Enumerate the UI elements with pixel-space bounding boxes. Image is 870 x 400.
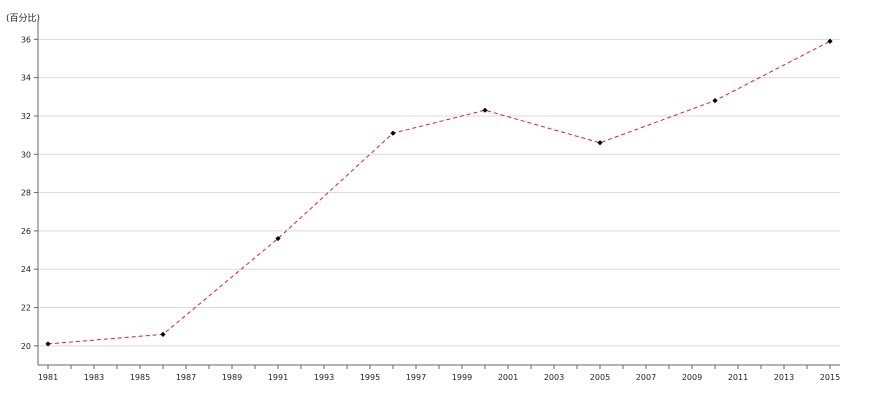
y-tick-label: 36: [21, 35, 31, 44]
x-tick-label: 2009: [682, 373, 702, 382]
data-point-marker: [597, 140, 603, 146]
x-tick-label: 1997: [406, 373, 426, 382]
series-line: [47, 40, 831, 345]
x-tick-label: 1991: [268, 373, 288, 382]
data-point-marker: [390, 130, 396, 136]
x-tick-label: 1995: [360, 373, 380, 382]
data-point-marker: [160, 331, 166, 337]
data-point-marker: [827, 38, 833, 44]
x-tick-label: 2015: [820, 373, 840, 382]
y-tick-label: 28: [21, 189, 31, 198]
x-tick-label: 2003: [544, 373, 564, 382]
x-tick-label: 1999: [452, 373, 472, 382]
y-tick-label: 26: [21, 227, 31, 236]
y-tick-label: 24: [21, 265, 31, 274]
y-tick-label: 32: [21, 112, 31, 121]
x-tick-label: 1985: [130, 373, 150, 382]
y-tick-label: 30: [21, 150, 31, 159]
y-tick-label: 20: [21, 342, 31, 351]
data-point-marker: [482, 107, 488, 113]
x-tick-label: 1983: [84, 373, 104, 382]
x-tick-label: 2005: [590, 373, 610, 382]
data-point-marker: [45, 341, 51, 347]
y-tick-label: 22: [21, 304, 31, 313]
x-tick-label: 2007: [636, 373, 656, 382]
data-point-marker: [275, 235, 281, 242]
y-tick-label: 34: [21, 74, 31, 83]
x-tick-label: 2011: [728, 373, 748, 382]
x-tick-label: 1993: [314, 373, 334, 382]
x-tick-label: 1987: [176, 373, 196, 382]
x-tick-label: 1981: [38, 373, 58, 382]
y-axis-unit-label: (百分比): [6, 14, 41, 24]
x-tick-label: 1989: [222, 373, 242, 382]
x-tick-label: 2013: [774, 373, 794, 382]
data-point-marker: [712, 98, 718, 104]
x-tick-label: 2001: [498, 373, 518, 382]
